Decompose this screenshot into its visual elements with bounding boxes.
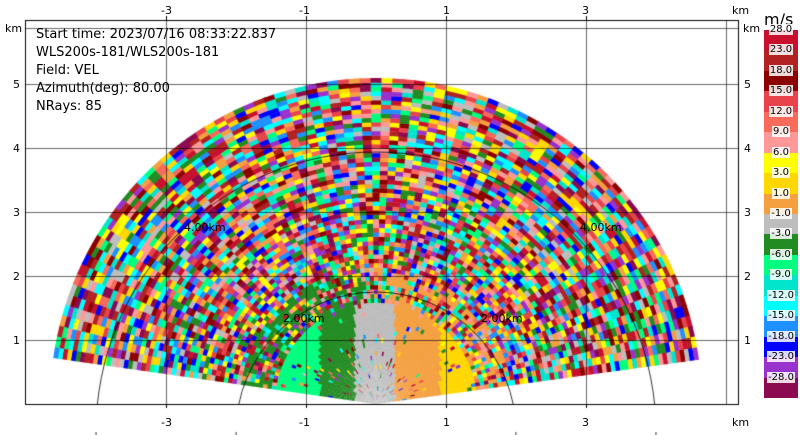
colorbar-label: 15.0 [768, 85, 794, 97]
colorbar-label: 1.0 [772, 187, 790, 199]
colorbar-label: -12.0 [767, 289, 795, 301]
colorbar-label: -18.0 [767, 330, 795, 342]
colorbar-label: -6.0 [770, 248, 792, 260]
y-tick-left: 1 [13, 334, 20, 347]
colorbar-label: 28.0 [768, 24, 794, 35]
colorbar-label: -23.0 [767, 351, 795, 363]
x-tick-bottom: 1 [443, 416, 450, 429]
colorbar-label: 12.0 [768, 105, 794, 117]
azimuth-label: Azimuth(deg): 80.00 [36, 81, 170, 96]
range-ring-label: 4.00km [580, 221, 622, 234]
x-tick-top: -1 [299, 4, 310, 17]
range-ring-label: 2.00km [283, 312, 325, 325]
colorbar-label: 18.0 [768, 64, 794, 76]
y-tick-left: 3 [13, 206, 20, 219]
field-label: Field: VEL [36, 63, 99, 78]
x-tick-top: 3 [582, 4, 589, 17]
y-tick-left: 5 [13, 78, 20, 91]
x-unit-bottom: km [732, 416, 750, 429]
y-tick-right: 4 [744, 142, 751, 155]
x-tick-bottom: 3 [582, 416, 589, 429]
start-time-label: Start time: 2023/07/16 08:33:22.837 [36, 27, 277, 42]
y-unit-right: km [743, 22, 761, 35]
nrays-label: NRays: 85 [36, 99, 102, 114]
x-unit-top: km [732, 4, 750, 17]
y-unit-left: km [5, 22, 23, 35]
y-tick-right: 1 [744, 334, 751, 347]
x-tick-top: -3 [161, 4, 172, 17]
y-tick-right: 2 [744, 270, 751, 283]
y-tick-right: 5 [744, 78, 751, 91]
colorbar-label: 23.0 [768, 44, 794, 56]
y-tick-right: 3 [744, 206, 751, 219]
colorbar-label: 9.0 [772, 126, 790, 138]
x-tick-top: 1 [443, 4, 450, 17]
colorbar-label: -15.0 [767, 310, 795, 322]
x-tick-bottom: -1 [299, 416, 310, 429]
colorbar-label: -28.0 [767, 371, 795, 383]
colorbar-label: 6.0 [772, 146, 790, 158]
colorbar-label: -3.0 [770, 228, 792, 240]
range-ring-label: 2.00km [481, 312, 523, 325]
y-tick-left: 4 [13, 142, 20, 155]
station-label: WLS200s-181/WLS200s-181 [36, 45, 220, 60]
y-tick-left: 2 [13, 270, 20, 283]
colorbar-label: 3.0 [772, 167, 790, 179]
x-tick-bottom: -3 [161, 416, 172, 429]
colorbar-label: -9.0 [770, 269, 792, 281]
range-ring-label: 4.00km [184, 221, 226, 234]
colorbar-label: -1.0 [770, 208, 792, 219]
colorbar-swatch [764, 377, 798, 399]
